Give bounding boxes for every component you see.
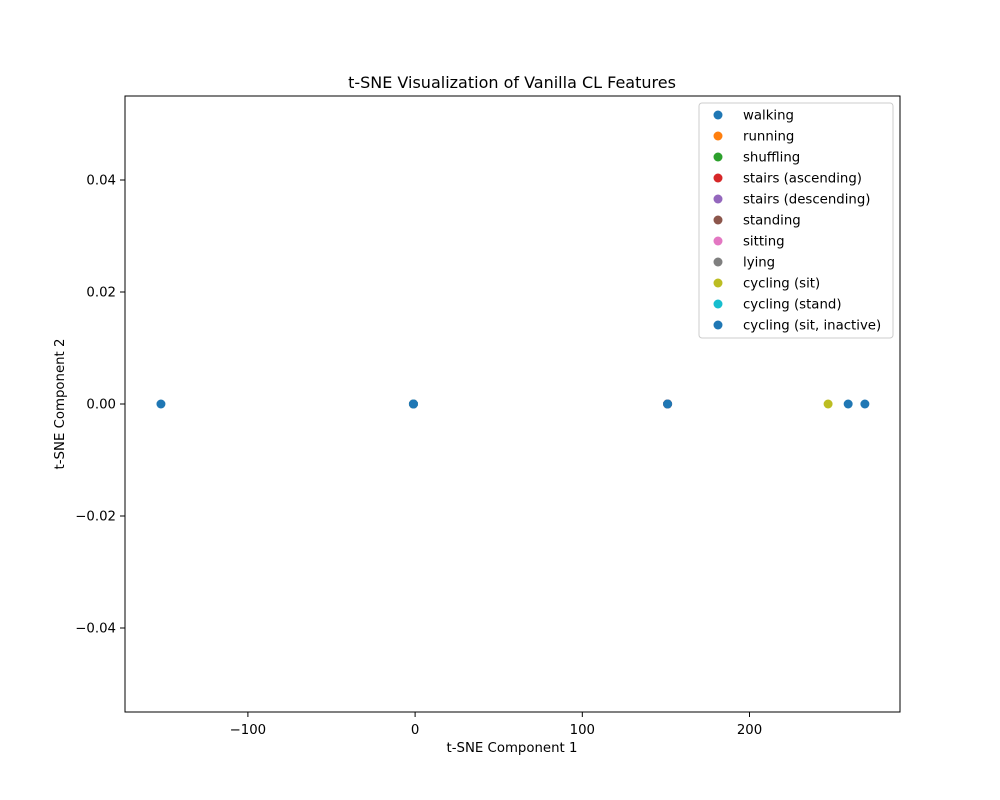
x-tick-label: −100 — [230, 723, 267, 738]
legend-marker — [713, 131, 723, 141]
scatter-point-10-2 — [843, 399, 853, 409]
legend-marker — [713, 236, 723, 246]
legend-marker — [713, 278, 723, 288]
legend-marker — [713, 299, 723, 309]
legend-marker — [713, 320, 723, 330]
legend-frame — [698, 102, 894, 339]
x-axis-ticks: −100 0 100 200 — [230, 712, 762, 738]
legend-marker — [713, 110, 723, 120]
y-tick-label: 0.02 — [86, 286, 116, 301]
legend-label: cycling (stand) — [743, 298, 842, 313]
scatter-point-10-0 — [408, 399, 418, 409]
legend-marker — [713, 215, 723, 225]
legend-label: cycling (sit) — [743, 277, 820, 292]
legend-label: stairs (descending) — [743, 193, 870, 208]
legend-label: running — [743, 130, 794, 145]
x-tick-label: 200 — [737, 723, 762, 738]
x-tick-label: 100 — [570, 723, 595, 738]
scatter-point-0-0 — [156, 399, 166, 409]
y-tick-label: 0.00 — [86, 398, 116, 413]
scatter-point-8-0 — [823, 399, 833, 409]
legend-label: shuffling — [743, 151, 800, 166]
legend-marker — [713, 257, 723, 267]
scatter-point-10-1 — [663, 399, 673, 409]
points-layer — [156, 399, 870, 409]
y-tick-label: 0.04 — [86, 174, 116, 189]
y-tick-label: −0.04 — [75, 622, 116, 637]
legend-label: stairs (ascending) — [743, 172, 862, 187]
legend-label: walking — [743, 109, 794, 124]
legend: walking running shuffling stairs (ascending… — [698, 102, 894, 339]
legend-marker — [713, 194, 723, 204]
legend-marker — [713, 173, 723, 183]
chart-title: t-SNE Visualization of Vanilla CL Featur… — [348, 73, 676, 92]
scatter-point-10-3 — [860, 399, 870, 409]
legend-marker — [713, 152, 723, 162]
y-tick-label: −0.02 — [75, 510, 116, 525]
legend-label: standing — [743, 214, 801, 229]
legend-items: walking running shuffling stairs (ascending… — [713, 109, 881, 334]
legend-label: lying — [743, 256, 775, 271]
x-axis-label: t-SNE Component 1 — [447, 741, 578, 756]
y-axis-ticks: −0.04 −0.02 0.00 0.02 0.04 — [75, 174, 125, 637]
y-axis-label: t-SNE Component 2 — [53, 339, 68, 470]
legend-label: cycling (sit, inactive) — [743, 319, 881, 334]
legend-label: sitting — [743, 235, 785, 250]
x-tick-label: 0 — [411, 723, 419, 738]
